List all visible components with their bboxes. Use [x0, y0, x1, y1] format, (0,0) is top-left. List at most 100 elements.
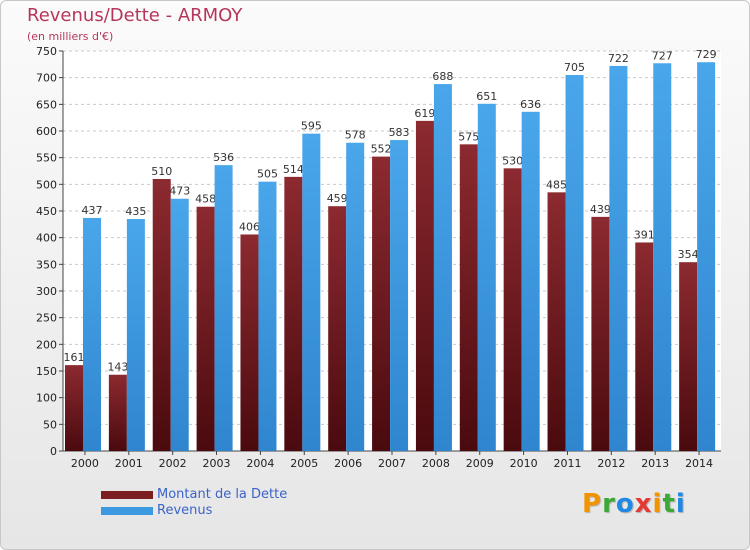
- bar-revenus: [126, 219, 145, 451]
- data-label-dette: 619: [414, 107, 435, 120]
- data-label-revenus: 437: [82, 204, 103, 217]
- x-tick-label: 2011: [553, 457, 581, 470]
- bar-revenus: [609, 65, 628, 451]
- x-tick-label: 2005: [290, 457, 318, 470]
- x-tick-label: 2014: [685, 457, 713, 470]
- x-tick-label: 2001: [115, 457, 143, 470]
- bar-dette: [459, 144, 478, 452]
- data-label-dette: 552: [371, 143, 392, 156]
- x-tick-label: 2000: [71, 457, 99, 470]
- bar-revenus: [477, 103, 496, 452]
- data-label-revenus: 583: [389, 126, 410, 139]
- data-label-revenus: 729: [696, 48, 717, 61]
- data-label-revenus: 536: [213, 151, 234, 164]
- y-tick-label: 700: [36, 72, 57, 85]
- bar-revenus: [346, 142, 365, 451]
- y-tick-label: 200: [36, 338, 57, 351]
- bar-dette: [65, 365, 83, 451]
- bar-dette: [240, 234, 259, 451]
- y-tick-label: 300: [36, 285, 57, 298]
- y-tick-label: 600: [36, 125, 57, 138]
- bar-revenus: [214, 165, 233, 451]
- data-label-dette: 143: [107, 361, 128, 374]
- data-label-revenus: 688: [432, 70, 453, 83]
- x-tick-label: 2008: [422, 457, 450, 470]
- y-tick-label: 500: [36, 178, 57, 191]
- x-tick-label: 2003: [203, 457, 231, 470]
- data-label-dette: 485: [546, 178, 567, 191]
- data-label-dette: 439: [590, 203, 611, 216]
- logo-letter: i: [652, 489, 663, 519]
- data-label-dette: 575: [458, 130, 479, 143]
- bar-dette: [591, 216, 610, 451]
- data-label-dette: 354: [678, 248, 699, 261]
- data-label-dette: 459: [327, 192, 348, 205]
- data-label-revenus: 435: [125, 205, 146, 218]
- data-label-revenus: 705: [564, 61, 585, 74]
- bar-dette: [635, 242, 654, 451]
- x-tick-label: 2004: [246, 457, 274, 470]
- bar-dette: [503, 168, 522, 452]
- data-label-dette: 458: [195, 193, 216, 206]
- legend-swatch-revenus: [101, 507, 153, 515]
- bar-dette: [372, 156, 391, 451]
- data-label-revenus: 636: [520, 98, 541, 111]
- data-label-revenus: 473: [169, 185, 190, 198]
- data-label-dette: 510: [151, 165, 172, 178]
- bar-dette: [415, 120, 434, 451]
- y-tick-label: 750: [36, 45, 57, 58]
- data-label-revenus: 727: [652, 49, 673, 62]
- y-tick-label: 350: [36, 258, 57, 271]
- bar-revenus: [258, 181, 277, 451]
- bar-dette: [196, 206, 215, 451]
- logo-letter: o: [615, 489, 635, 519]
- legend-label-dette: Montant de la Dette: [157, 487, 288, 502]
- bar-revenus: [390, 140, 409, 452]
- bar-dette: [284, 176, 303, 451]
- bar-dette: [547, 192, 566, 452]
- y-tick-label: 250: [36, 312, 57, 325]
- y-tick-label: 400: [36, 232, 57, 245]
- data-label-dette: 391: [634, 228, 655, 241]
- logo-letter: i: [675, 489, 686, 519]
- data-label-dette: 406: [239, 220, 260, 233]
- bar-revenus: [697, 62, 716, 451]
- x-tick-label: 2010: [510, 457, 538, 470]
- chart-title: Revenus/Dette - ARMOY: [27, 5, 243, 26]
- bar-dette: [328, 206, 347, 451]
- bar-dette: [108, 374, 127, 451]
- data-label-revenus: 578: [345, 129, 366, 142]
- bar-dette: [679, 262, 698, 451]
- y-tick-label: 450: [36, 205, 57, 218]
- x-tick-label: 2007: [378, 457, 406, 470]
- logo-letter: x: [634, 489, 653, 519]
- y-tick-label: 100: [36, 392, 57, 405]
- data-label-revenus: 595: [301, 120, 322, 133]
- chart-subtitle: (en milliers d'€): [27, 30, 114, 43]
- bar-revenus: [653, 63, 672, 452]
- logo-letter: P: [582, 489, 603, 519]
- data-label-revenus: 722: [608, 52, 629, 65]
- proxiti-logo: Proxiti: [582, 489, 686, 519]
- data-label-dette: 530: [502, 154, 523, 167]
- y-tick-label: 550: [36, 152, 57, 165]
- x-tick-label: 2002: [159, 457, 187, 470]
- y-tick-label: 50: [43, 418, 57, 431]
- data-label-revenus: 505: [257, 168, 278, 181]
- logo-letter: r: [602, 489, 616, 519]
- legend-swatch-dette: [101, 491, 153, 499]
- x-tick-label: 2006: [334, 457, 362, 470]
- y-tick-label: 650: [36, 98, 57, 111]
- bar-dette: [152, 179, 171, 451]
- data-label-dette: 161: [64, 351, 85, 364]
- x-tick-label: 2012: [597, 457, 625, 470]
- y-tick-label: 150: [36, 365, 57, 378]
- legend-label-revenus: Revenus: [157, 503, 213, 518]
- bar-revenus: [170, 198, 189, 451]
- logo-letter: t: [662, 489, 676, 519]
- bar-revenus: [565, 75, 584, 451]
- bar-revenus: [521, 111, 540, 452]
- x-tick-label: 2013: [641, 457, 669, 470]
